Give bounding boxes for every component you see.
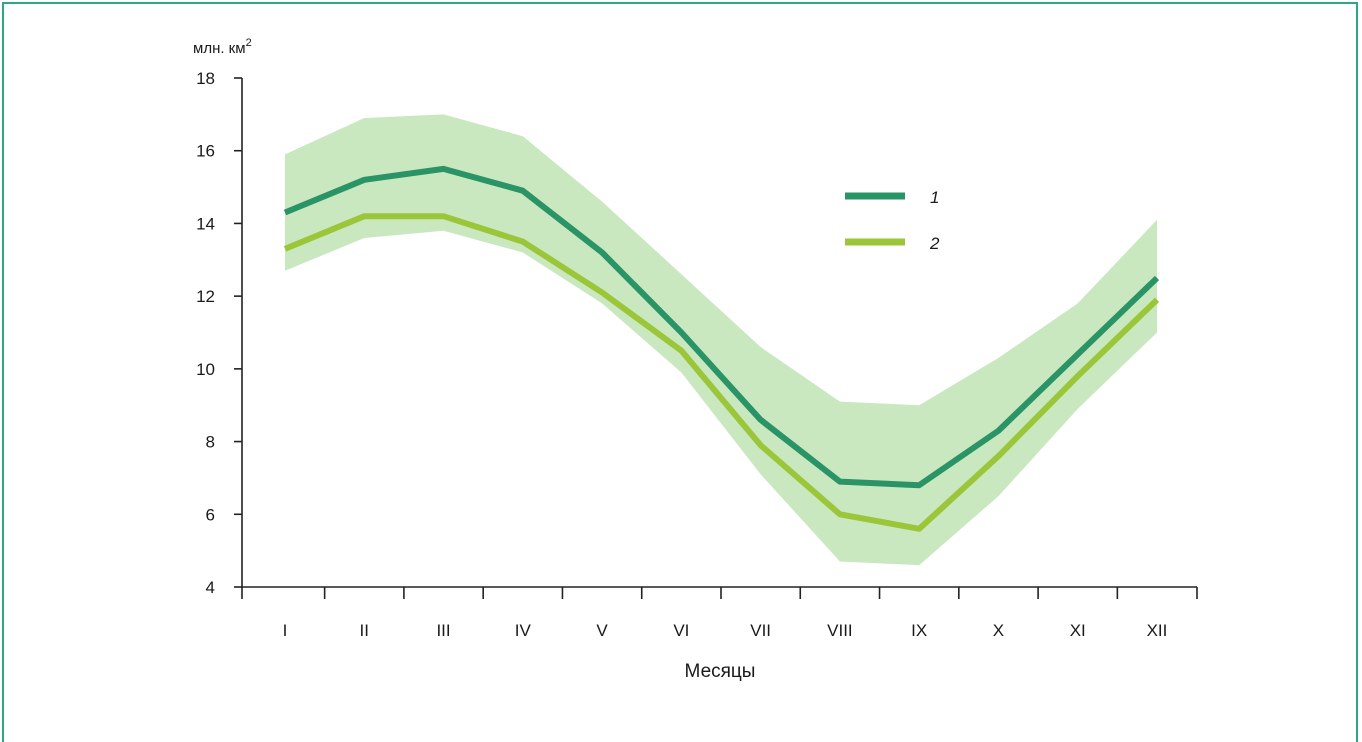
y-tick-label-16: 16 — [196, 142, 215, 161]
x-tick-label-III: III — [436, 621, 450, 640]
x-tick-label-II: II — [360, 621, 369, 640]
y-tick-label-4: 4 — [206, 578, 215, 597]
x-tick-label-IV: IV — [515, 621, 532, 640]
legend: 12 — [845, 188, 940, 253]
y-axis-unit-label: млн. км2 — [193, 37, 252, 57]
x-tick-label-IX: IX — [911, 621, 927, 640]
y-tick-label-12: 12 — [196, 287, 215, 306]
y-tick-label-18: 18 — [196, 69, 215, 88]
y-tick-label-6: 6 — [206, 505, 215, 524]
y-tick-label-14: 14 — [196, 214, 215, 233]
x-axis-title: Месяцы — [685, 661, 756, 682]
series-line-1 — [283, 165, 1160, 489]
legend-label-2: 2 — [929, 234, 940, 253]
legend-label-1: 1 — [930, 188, 939, 207]
series-line-2 — [283, 213, 1160, 532]
x-tick-label-I: I — [283, 621, 288, 640]
x-tick-label-VI: VI — [673, 621, 689, 640]
x-tick-label-X: X — [993, 621, 1004, 640]
x-tick-label-V: V — [596, 621, 608, 640]
x-tick-label-VIII: VIII — [827, 621, 853, 640]
y-tick-label-10: 10 — [196, 360, 215, 379]
range-band — [285, 114, 1157, 566]
y-axis-unit-superscript: 2 — [246, 37, 252, 49]
x-tick-label-VII: VII — [750, 621, 771, 640]
y-tick-label-8: 8 — [206, 433, 215, 452]
x-tick-label-XI: XI — [1070, 621, 1086, 640]
series-layer — [283, 165, 1160, 532]
x-tick-label-XII: XII — [1147, 621, 1168, 640]
range-band-layer — [285, 114, 1157, 566]
